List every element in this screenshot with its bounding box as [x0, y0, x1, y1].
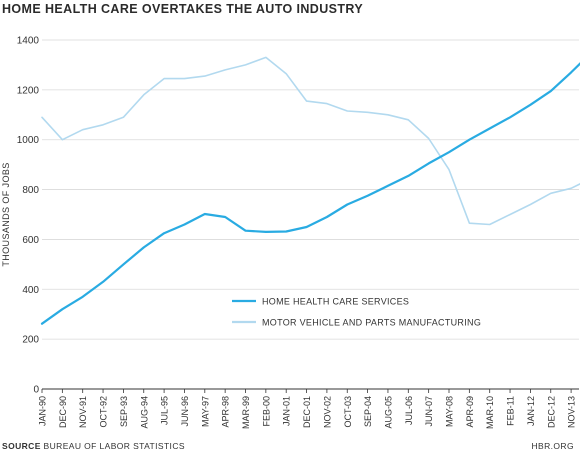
chart-title: HOME HEALTH CARE OVERTAKES THE AUTO INDU…	[2, 2, 364, 16]
x-tick-label: SEP-04	[363, 396, 373, 427]
x-tick-label: FEB-11	[506, 396, 516, 426]
credit: HBR.ORG	[531, 441, 574, 451]
source-text: BUREAU OF LABOR STATISTICS	[43, 441, 185, 451]
x-tick-label: APR-98	[221, 396, 231, 428]
y-tick-label: 0	[33, 385, 39, 396]
x-tick-label: NOV-02	[322, 396, 332, 428]
x-tick-label: MAY-08	[445, 396, 455, 427]
x-tick-label: DEC-01	[302, 396, 312, 428]
x-tick-label: JUN-07	[424, 396, 434, 427]
source-label: SOURCE	[2, 441, 41, 451]
series-line	[41, 56, 580, 226]
x-tick-label: SEP-93	[119, 396, 129, 427]
x-tick-label: JUL-06	[404, 396, 414, 425]
x-tick-label: AUG-94	[139, 396, 149, 429]
series-line	[40, 62, 580, 325]
x-tick-label: NOV-13	[567, 396, 577, 428]
x-tick-label: JUN-96	[180, 396, 190, 427]
x-tick-label: DEC-12	[546, 396, 556, 428]
x-tick-label: NOV-91	[78, 396, 88, 428]
y-tick-label: 400	[22, 285, 39, 296]
legend-label: MOTOR VEHICLE AND PARTS MANUFACTURING	[262, 318, 481, 328]
x-tick-label: OCT-92	[99, 396, 109, 428]
x-tick-label: OCT-03	[343, 396, 353, 428]
source-note: SOURCE BUREAU OF LABOR STATISTICS	[2, 441, 185, 451]
y-tick-label: 1400	[17, 36, 40, 47]
x-tick-label: JAN-90	[38, 396, 48, 426]
x-tick-label: JAN-12	[526, 396, 536, 426]
legend-label: HOME HEALTH CARE SERVICES	[262, 297, 409, 307]
y-tick-label: 1000	[17, 135, 40, 146]
x-tick-label: MAR-99	[241, 396, 251, 429]
x-tick-label: JUL-95	[160, 396, 170, 425]
y-tick-label: 200	[22, 335, 39, 346]
y-axis-label: THOUSANDS OF JOBS	[1, 162, 11, 266]
x-tick-label: MAY-97	[200, 396, 210, 427]
x-tick-label: APR-09	[465, 396, 475, 428]
x-tick-label: MAR-10	[485, 396, 495, 429]
y-tick-label: 600	[22, 235, 39, 246]
y-tick-label: 800	[22, 185, 39, 196]
x-tick-label: AUG-05	[383, 396, 393, 429]
y-tick-label: 1200	[17, 85, 40, 96]
x-tick-label: FEB-00	[261, 396, 271, 427]
x-tick-label: JAN-01	[282, 396, 292, 426]
x-tick-label: DEC-90	[58, 396, 68, 428]
